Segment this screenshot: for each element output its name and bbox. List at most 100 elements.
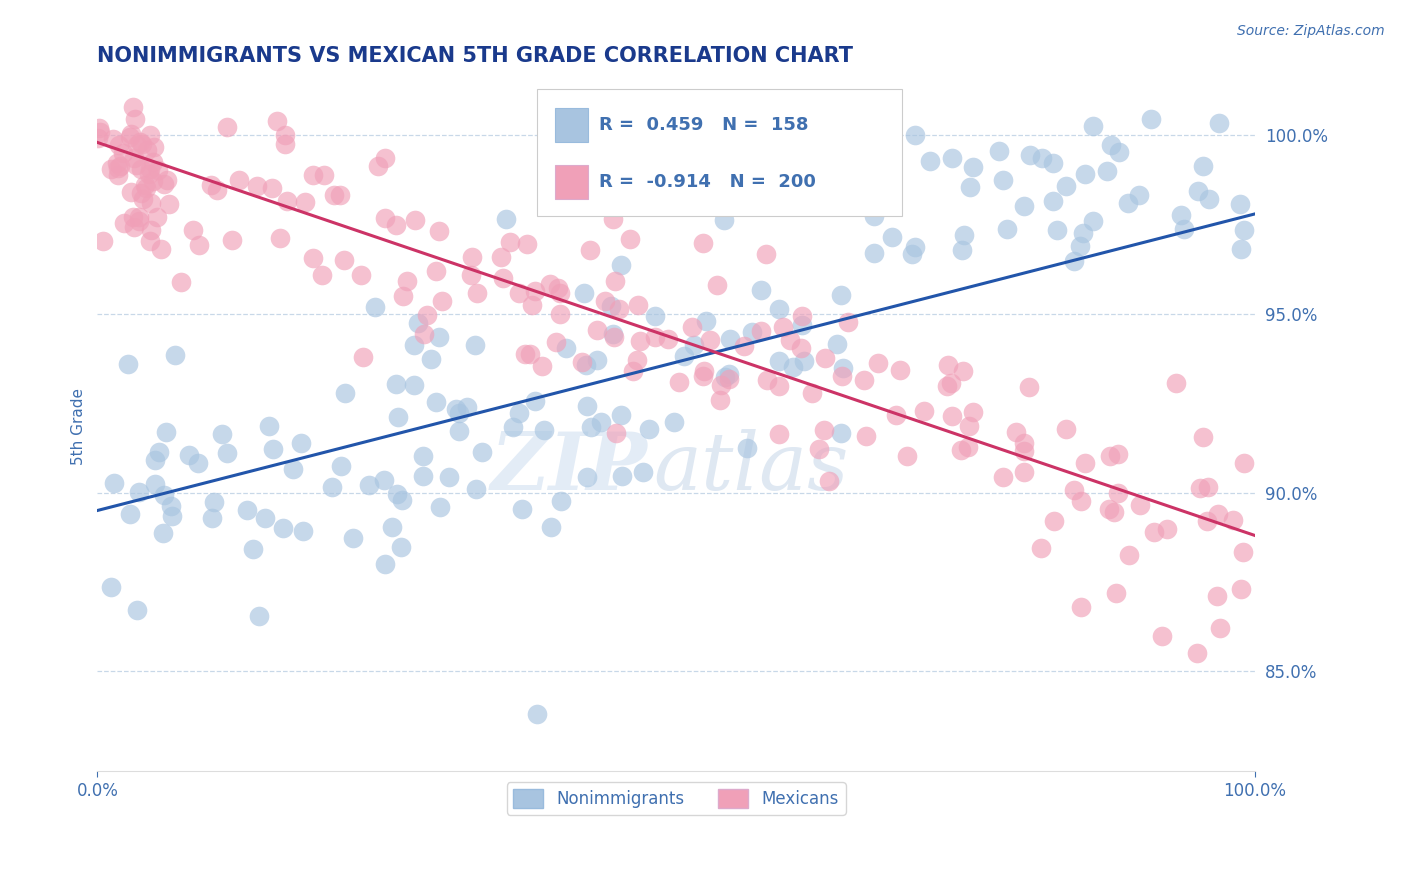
Point — [548, 285, 571, 300]
Point — [681, 319, 703, 334]
Point — [540, 519, 562, 533]
Point — [392, 289, 415, 303]
Point — [160, 509, 183, 524]
Point — [792, 309, 814, 323]
Point — [1208, 116, 1230, 130]
Point — [217, 120, 239, 135]
Point — [396, 274, 419, 288]
Point — [465, 286, 488, 301]
Point — [718, 372, 741, 386]
Point — [889, 362, 911, 376]
Point — [1029, 541, 1052, 555]
Point — [129, 186, 152, 200]
Point — [1054, 422, 1077, 436]
Point — [1118, 196, 1140, 211]
Point — [516, 237, 538, 252]
Point — [447, 406, 470, 420]
Point — [737, 442, 759, 456]
Point — [350, 268, 373, 283]
Point — [603, 274, 626, 288]
Point — [1108, 145, 1130, 159]
Point — [741, 325, 763, 339]
Point — [755, 373, 778, 387]
Point — [461, 250, 484, 264]
Point — [132, 192, 155, 206]
Point — [246, 178, 269, 193]
Point — [792, 318, 814, 332]
Point — [429, 500, 451, 514]
Point — [117, 357, 139, 371]
Point — [579, 419, 602, 434]
Point — [544, 334, 567, 349]
Point — [733, 339, 755, 353]
Point — [524, 284, 547, 298]
Point — [987, 144, 1010, 158]
Point — [627, 298, 650, 312]
Point — [129, 162, 152, 177]
Point — [148, 162, 170, 177]
Point — [813, 423, 835, 437]
Point — [896, 449, 918, 463]
Point — [918, 154, 941, 169]
Point — [384, 376, 406, 391]
Point — [589, 415, 612, 429]
Point — [657, 332, 679, 346]
Point — [139, 196, 162, 211]
Point — [330, 459, 353, 474]
Point — [387, 487, 409, 501]
Point — [755, 247, 778, 261]
Point — [749, 283, 772, 297]
Point — [274, 128, 297, 142]
Point — [138, 167, 160, 181]
Text: ZIP: ZIP — [491, 429, 647, 507]
Point — [181, 223, 204, 237]
Point — [425, 263, 447, 277]
Point — [1195, 514, 1218, 528]
Point — [211, 426, 233, 441]
Point — [602, 327, 624, 342]
Point — [1070, 493, 1092, 508]
Point — [772, 320, 794, 334]
Point — [508, 406, 530, 420]
Point — [1014, 465, 1036, 479]
Point — [122, 220, 145, 235]
Point — [139, 234, 162, 248]
Point — [127, 602, 149, 616]
Point — [1069, 239, 1091, 253]
Point — [607, 302, 630, 317]
Point — [1152, 629, 1174, 643]
Point — [935, 378, 957, 392]
Point — [692, 368, 714, 383]
Point — [387, 410, 409, 425]
Point — [610, 408, 633, 422]
Y-axis label: 5th Grade: 5th Grade — [72, 388, 86, 465]
Point — [281, 462, 304, 476]
Point — [202, 495, 225, 509]
Point — [526, 707, 548, 722]
Point — [610, 258, 633, 272]
Point — [498, 235, 520, 250]
Point — [1081, 120, 1104, 134]
Point — [682, 338, 704, 352]
Point — [1095, 163, 1118, 178]
Point — [1229, 197, 1251, 211]
Point — [768, 301, 790, 316]
Point — [538, 277, 561, 291]
Text: atlas: atlas — [652, 429, 848, 507]
Point — [626, 353, 648, 368]
Point — [125, 138, 148, 153]
Point — [142, 155, 165, 169]
Point — [412, 469, 434, 483]
Point — [124, 151, 146, 165]
Point — [290, 435, 312, 450]
Point — [1170, 208, 1192, 222]
Point — [550, 494, 572, 508]
Point — [962, 405, 984, 419]
Point — [364, 300, 387, 314]
Point — [139, 162, 162, 177]
Point — [125, 158, 148, 172]
Point — [87, 131, 110, 145]
Point — [91, 235, 114, 249]
Point — [880, 177, 903, 191]
Point — [155, 425, 177, 439]
